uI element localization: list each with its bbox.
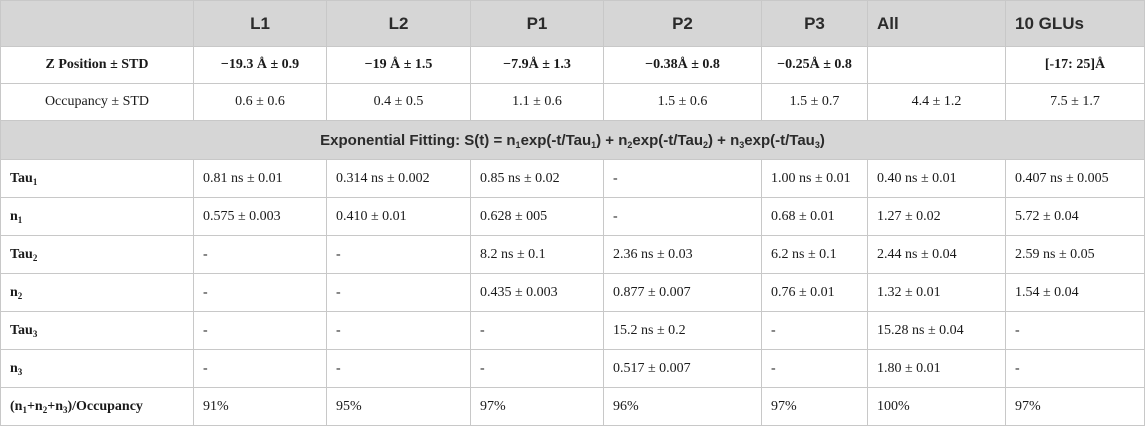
table-cell: 1.54 ± 0.04 — [1005, 273, 1145, 312]
table-cell: 2.44 ns ± 0.04 — [867, 235, 1006, 274]
section-header-row: Exponential Fitting: S(t) = n1exp(-t/Tau… — [0, 120, 1145, 160]
table-cell: 0.76 ± 0.01 — [761, 273, 868, 312]
header-cell-p1: P1 — [470, 0, 604, 47]
table-cell: - — [326, 273, 471, 312]
table-row: n2- -0.435 ± 0.003 0.877 ± 0.007 0.76 ± 0.0… — [0, 273, 1145, 312]
table-cell: 95% — [326, 387, 471, 426]
table-cell: 96% — [603, 387, 762, 426]
row-label: Occupancy ± STD — [0, 83, 194, 121]
table-cell: - — [326, 235, 471, 274]
table-cell: −0.25Å ± 0.8 — [761, 46, 868, 84]
table-cell: 2.36 ns ± 0.03 — [603, 235, 762, 274]
table-cell: - — [326, 349, 471, 388]
table-cell: - — [193, 349, 327, 388]
header-cell-l2: L2 — [326, 0, 471, 47]
table-cell: 0.81 ns ± 0.01 — [193, 159, 327, 198]
header-cell-10-glus: 10 GLUs — [1005, 0, 1145, 47]
table-cell: 6.2 ns ± 0.1 — [761, 235, 868, 274]
row-label: Tau2 — [0, 235, 194, 274]
occupancy-row: Occupancy ± STD 0.6 ± 0.6 0.4 ± 0.5 1.1 … — [0, 83, 1145, 121]
table-cell: 97% — [761, 387, 868, 426]
table-cell: 7.5 ± 1.7 — [1005, 83, 1145, 121]
table-cell: - — [326, 311, 471, 350]
table-cell: 0.410 ± 0.01 — [326, 197, 471, 236]
table-row: Tau3- - -15.2 ns ± 0.2-15.28 ns ± 0.04- — [0, 311, 1145, 350]
row-label: Tau3 — [0, 311, 194, 350]
row-label: Z Position ± STD — [0, 46, 194, 84]
table-cell: 1.32 ± 0.01 — [867, 273, 1006, 312]
z-position-row: Z Position ± STD −19.3 Å ± 0.9 −19 Å ± 1… — [0, 46, 1145, 84]
header-cell-p2: P2 — [603, 0, 762, 47]
table-cell: 91% — [193, 387, 327, 426]
table-cell: 0.6 ± 0.6 — [193, 83, 327, 121]
table-cell: 15.2 ns ± 0.2 — [603, 311, 762, 350]
table-cell: 1.5 ± 0.7 — [761, 83, 868, 121]
table-cell: 1.80 ± 0.01 — [867, 349, 1006, 388]
table-cell: 4.4 ± 1.2 — [867, 83, 1006, 121]
table-cell: - — [1005, 311, 1145, 350]
table-row: Tau2- -8.2 ns ± 0.1 2.36 ns ± 0.03 6.2 ns ±… — [0, 235, 1145, 274]
row-label: (n1+n2+n3)/Occupancy — [0, 387, 194, 426]
table-row: n3- - -0.517 ± 0.007-1.80 ± 0.01- — [0, 349, 1145, 388]
table-cell: 1.27 ± 0.02 — [867, 197, 1006, 236]
table-cell: −19.3 Å ± 0.9 — [193, 46, 327, 84]
table-cell: 15.28 ns ± 0.04 — [867, 311, 1006, 350]
table-cell: 1.5 ± 0.6 — [603, 83, 762, 121]
table-row: (n1+n2+n3)/Occupancy 91% 95% 97% 96% 97% 100% 9… — [0, 387, 1145, 426]
table-cell: 0.877 ± 0.007 — [603, 273, 762, 312]
table-cell: 0.435 ± 0.003 — [470, 273, 604, 312]
table-cell: 0.40 ns ± 0.01 — [867, 159, 1006, 198]
table-cell: 1.00 ns ± 0.01 — [761, 159, 868, 198]
fit-rows: Tau1 0.81 ns ± 0.01 0.314 ns ± 0.002 0.85 n… — [0, 159, 1145, 426]
table-cell: - — [193, 235, 327, 274]
table-row: Tau1 0.81 ns ± 0.01 0.314 ns ± 0.002 0.85 n… — [0, 159, 1145, 198]
table-cell — [867, 46, 1006, 84]
header-cell-all: All — [867, 0, 1006, 47]
table-cell: 0.407 ns ± 0.005 — [1005, 159, 1145, 198]
table-cell: [-17: 25]Å — [1005, 46, 1145, 84]
table-cell: 0.68 ± 0.01 — [761, 197, 868, 236]
data-table: L1 L2 P1 P2 P3 All 10 GLUs Z Position ± … — [0, 0, 1145, 426]
table-cell: 5.72 ± 0.04 — [1005, 197, 1145, 236]
table-cell: 0.4 ± 0.5 — [326, 83, 471, 121]
row-label: n2 — [0, 273, 194, 312]
table-cell: - — [603, 197, 762, 236]
header-cell-p3: P3 — [761, 0, 868, 47]
table-cell: - — [470, 349, 604, 388]
row-label: n3 — [0, 349, 194, 388]
table-cell: 97% — [470, 387, 604, 426]
table-cell: −7.9Å ± 1.3 — [470, 46, 604, 84]
table-cell: - — [603, 159, 762, 198]
table-cell: 0.314 ns ± 0.002 — [326, 159, 471, 198]
table-cell: 2.59 ns ± 0.05 — [1005, 235, 1145, 274]
header-cell-l1: L1 — [193, 0, 327, 47]
table-cell: 0.517 ± 0.007 — [603, 349, 762, 388]
table-cell: −19 Å ± 1.5 — [326, 46, 471, 84]
row-label: Tau1 — [0, 159, 194, 198]
table-cell: 0.628 ± 005 — [470, 197, 604, 236]
table-cell: - — [761, 349, 868, 388]
table-cell: 8.2 ns ± 0.1 — [470, 235, 604, 274]
table-row: n1 0.575 ± 0.003 0.410 ± 0.01 0.628 ± 005-0… — [0, 197, 1145, 236]
row-label: n1 — [0, 197, 194, 236]
table-cell: −0.38Å ± 0.8 — [603, 46, 762, 84]
table-cell: - — [761, 311, 868, 350]
section-title: Exponential Fitting: S(t) = n1exp(-t/Tau… — [0, 120, 1145, 160]
table-cell: 1.1 ± 0.6 — [470, 83, 604, 121]
table-cell: 97% — [1005, 387, 1145, 426]
table-cell: - — [193, 311, 327, 350]
table-cell: - — [1005, 349, 1145, 388]
table-cell: - — [470, 311, 604, 350]
header-cell-empty — [0, 0, 194, 47]
table-cell: 100% — [867, 387, 1006, 426]
table-cell: - — [193, 273, 327, 312]
table-cell: 0.575 ± 0.003 — [193, 197, 327, 236]
header-row: L1 L2 P1 P2 P3 All 10 GLUs — [0, 0, 1145, 47]
table-cell: 0.85 ns ± 0.02 — [470, 159, 604, 198]
